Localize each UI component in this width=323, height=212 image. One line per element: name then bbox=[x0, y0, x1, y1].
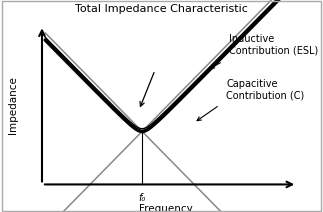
Text: Capacitive
Contribution (C): Capacitive Contribution (C) bbox=[226, 79, 304, 101]
Text: Inductive
Contribution (ESL): Inductive Contribution (ESL) bbox=[229, 33, 318, 55]
Text: Total Impedance Characteristic: Total Impedance Characteristic bbox=[75, 4, 248, 14]
Text: f₀: f₀ bbox=[139, 193, 146, 203]
Text: Impedance: Impedance bbox=[8, 76, 18, 134]
Text: Frequency: Frequency bbox=[140, 204, 193, 212]
